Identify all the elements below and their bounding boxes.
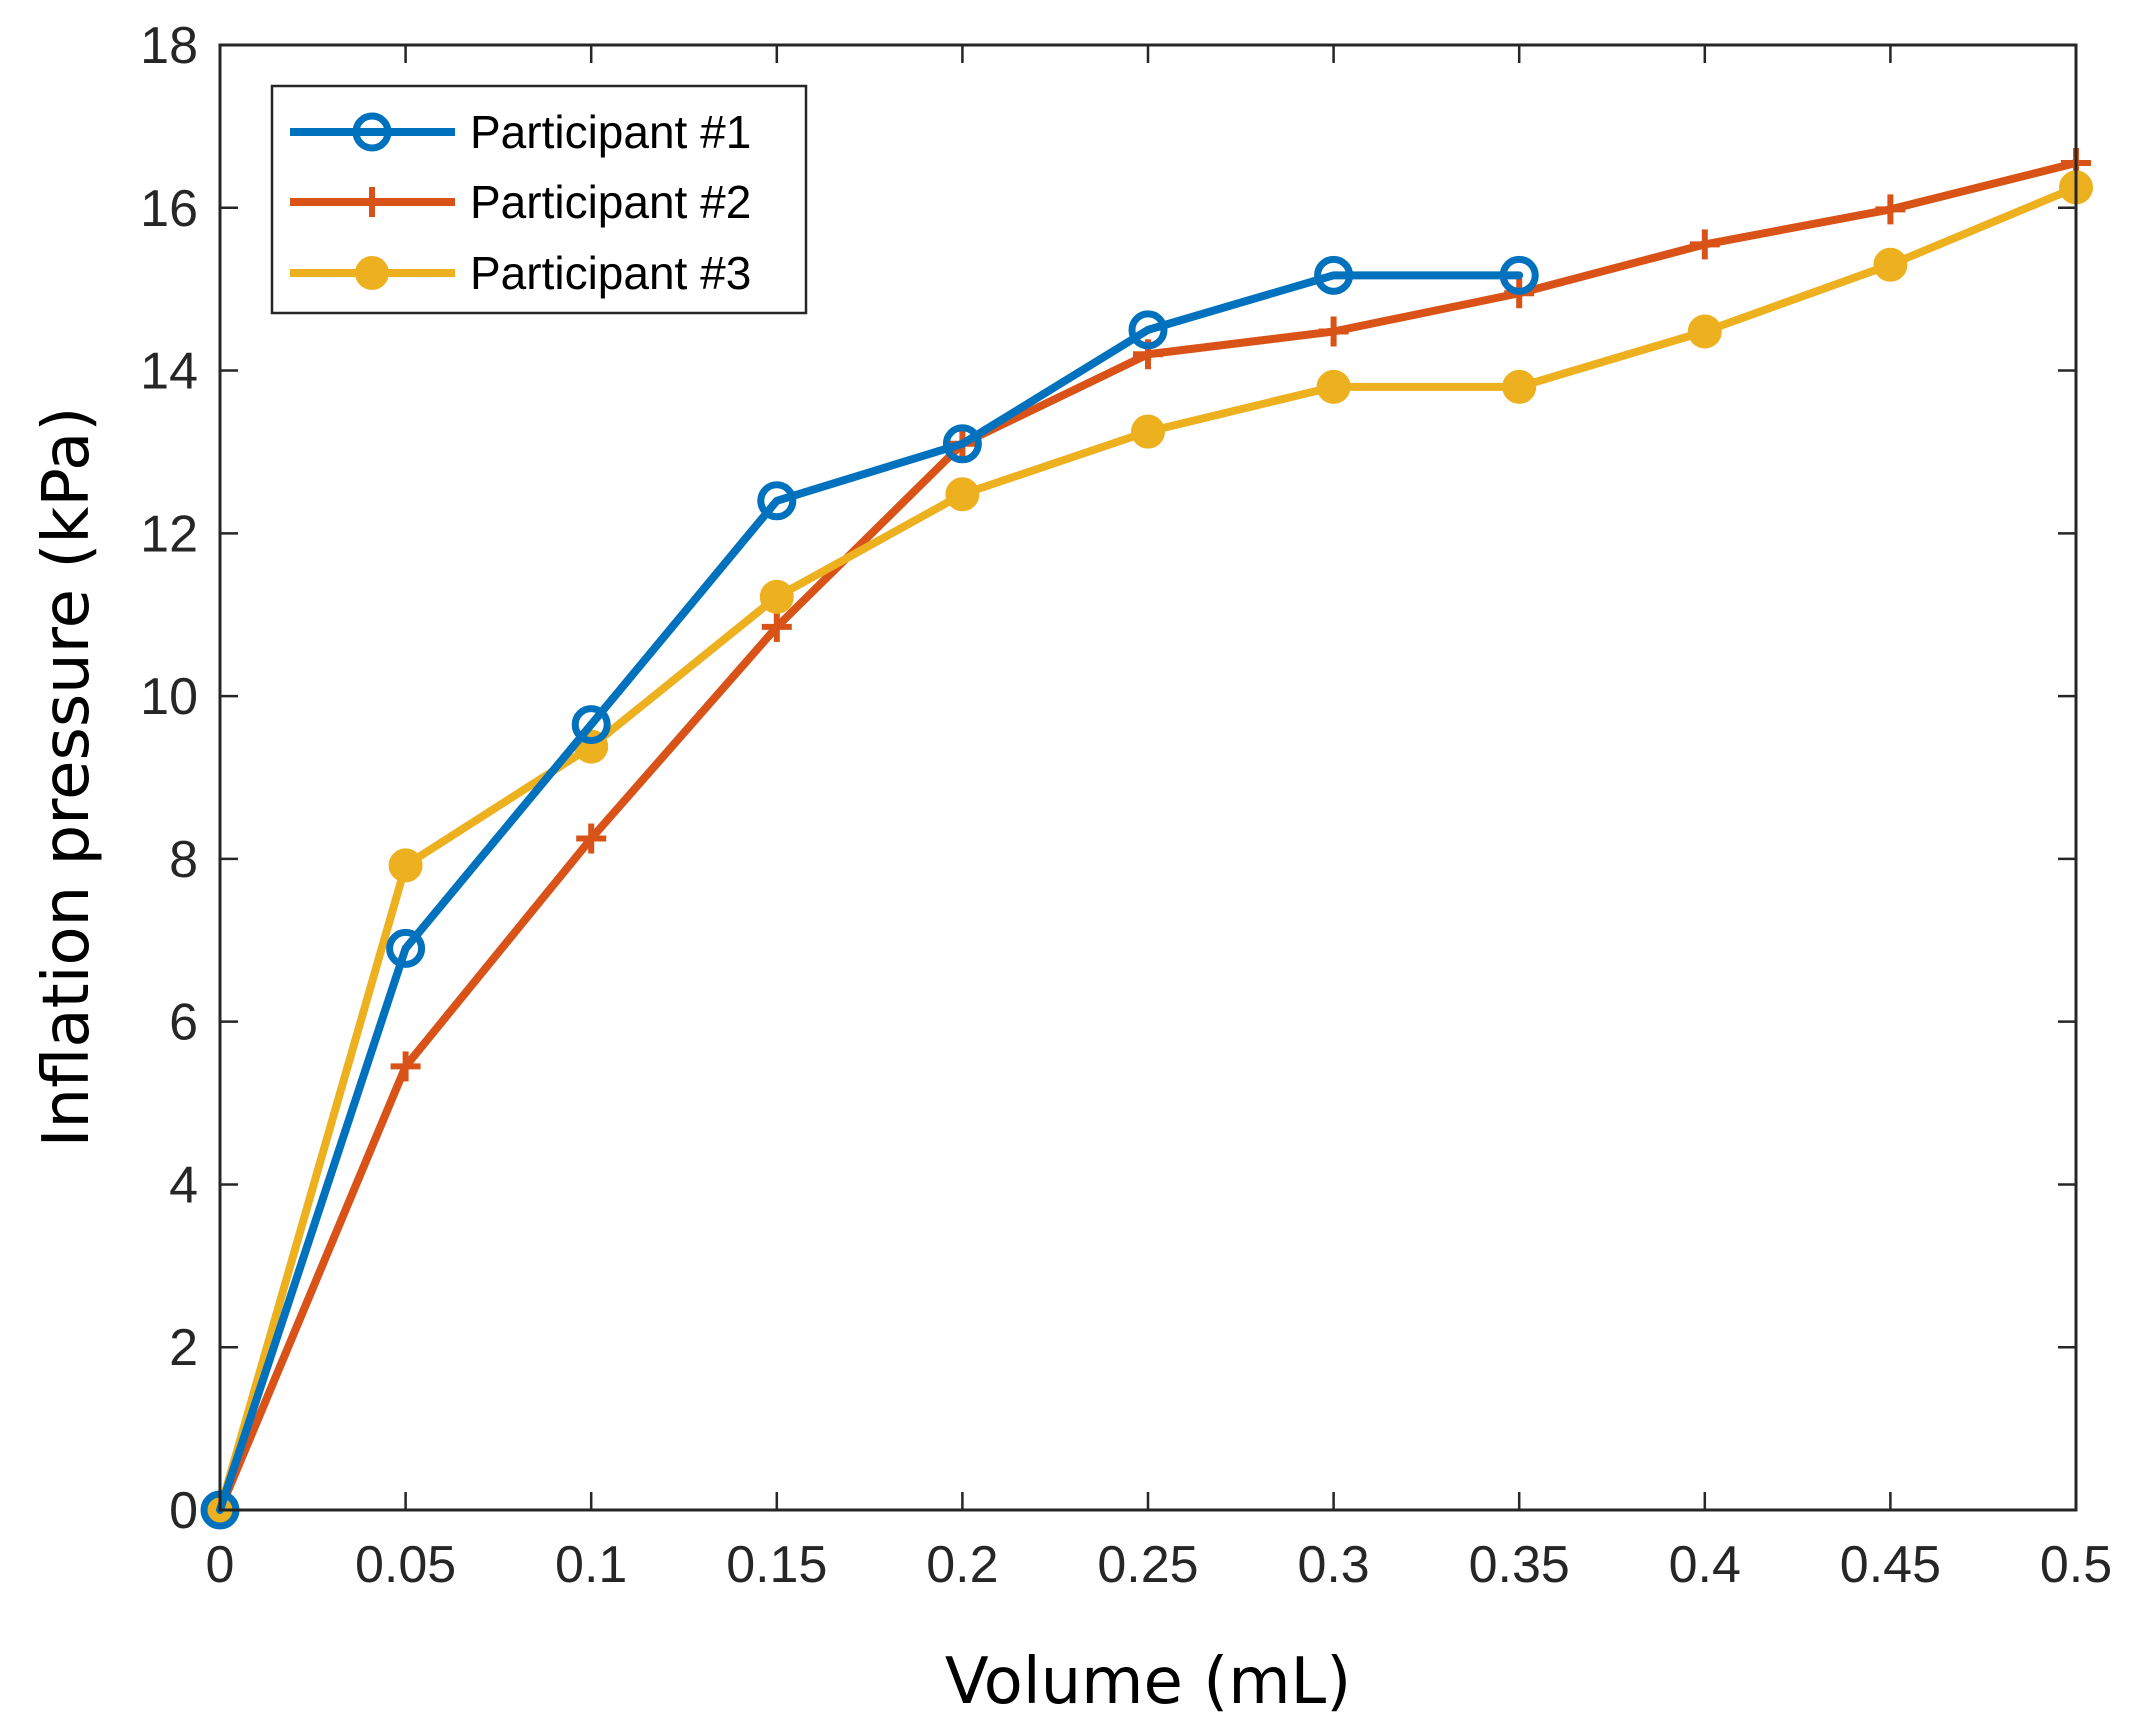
y-tick-label: 8	[169, 831, 198, 889]
data-point	[1314, 255, 1354, 295]
data-point	[388, 848, 423, 883]
data-point	[942, 424, 982, 464]
x-tick-label: 0.25	[1097, 1536, 1198, 1594]
legend-label: Participant #1	[470, 106, 751, 158]
data-point	[1875, 194, 1906, 225]
y-tick-label: 14	[140, 343, 198, 401]
legend-item: Participant #1	[290, 106, 751, 158]
legend-marker	[357, 187, 387, 217]
x-tick-label: 0.1	[555, 1536, 627, 1594]
data-point	[1318, 316, 1349, 347]
legend-label: Participant #3	[470, 247, 751, 299]
data-point	[1502, 369, 1537, 404]
data-point	[759, 579, 794, 614]
data-point	[1687, 314, 1722, 349]
data-point	[1316, 369, 1351, 404]
legend-marker	[355, 256, 389, 290]
x-tick-label: 0	[206, 1536, 235, 1594]
x-tick-label: 0.15	[726, 1536, 827, 1594]
y-tick-label: 4	[169, 1156, 198, 1214]
y-tick-label: 2	[169, 1319, 198, 1377]
y-tick-label: 16	[140, 180, 198, 238]
data-point	[386, 928, 426, 968]
y-tick-label: 18	[140, 17, 198, 75]
legend-label: Participant #2	[470, 176, 751, 228]
x-tick-label: 0.05	[355, 1536, 456, 1594]
legend-item: Participant #3	[290, 247, 751, 299]
y-tick-label: 10	[140, 668, 198, 726]
data-point	[1131, 414, 1165, 449]
data-point	[1128, 310, 1168, 350]
x-tick-label: 0.3	[1297, 1536, 1369, 1594]
y-tick-label: 0	[169, 1482, 198, 1540]
series-participant-1	[200, 255, 1539, 1530]
y-axis-ticks: 0 2 4 6 8 10 12 14 16 18	[140, 17, 2076, 1540]
legend-marker	[352, 112, 392, 152]
x-tick-label: 0.2	[926, 1536, 998, 1594]
data-point	[571, 705, 611, 745]
series-layer	[200, 148, 2093, 1530]
series-line	[216, 271, 1524, 1514]
x-axis-title: Volume (mL)	[945, 1645, 1351, 1719]
legend: Participant #1 Participant #2 Participant …	[270, 84, 808, 315]
x-tick-label: 0.45	[1840, 1536, 1941, 1594]
data-point	[1499, 255, 1539, 295]
data-point	[761, 611, 792, 642]
plot-frame	[218, 43, 2078, 1512]
data-point	[945, 477, 980, 512]
y-axis-title: Inflation pressure (kPa)	[30, 407, 104, 1148]
x-tick-label: 0.5	[2040, 1536, 2112, 1594]
data-point	[1689, 229, 1720, 260]
x-axis-ticks: 0 0.05 0.1 0.15 0.2 0.25 0.3 0.35 0.4 0.45 0.5	[206, 45, 2112, 1594]
data-point	[757, 481, 797, 521]
x-tick-label: 0.4	[1669, 1536, 1741, 1594]
y-tick-label: 6	[169, 994, 198, 1052]
legend-item: Participant #2	[290, 176, 751, 228]
data-point	[390, 1051, 421, 1082]
data-point	[1873, 247, 1908, 282]
data-point	[576, 823, 607, 854]
x-tick-label: 0.35	[1469, 1536, 1570, 1594]
y-tick-label: 12	[140, 505, 198, 563]
